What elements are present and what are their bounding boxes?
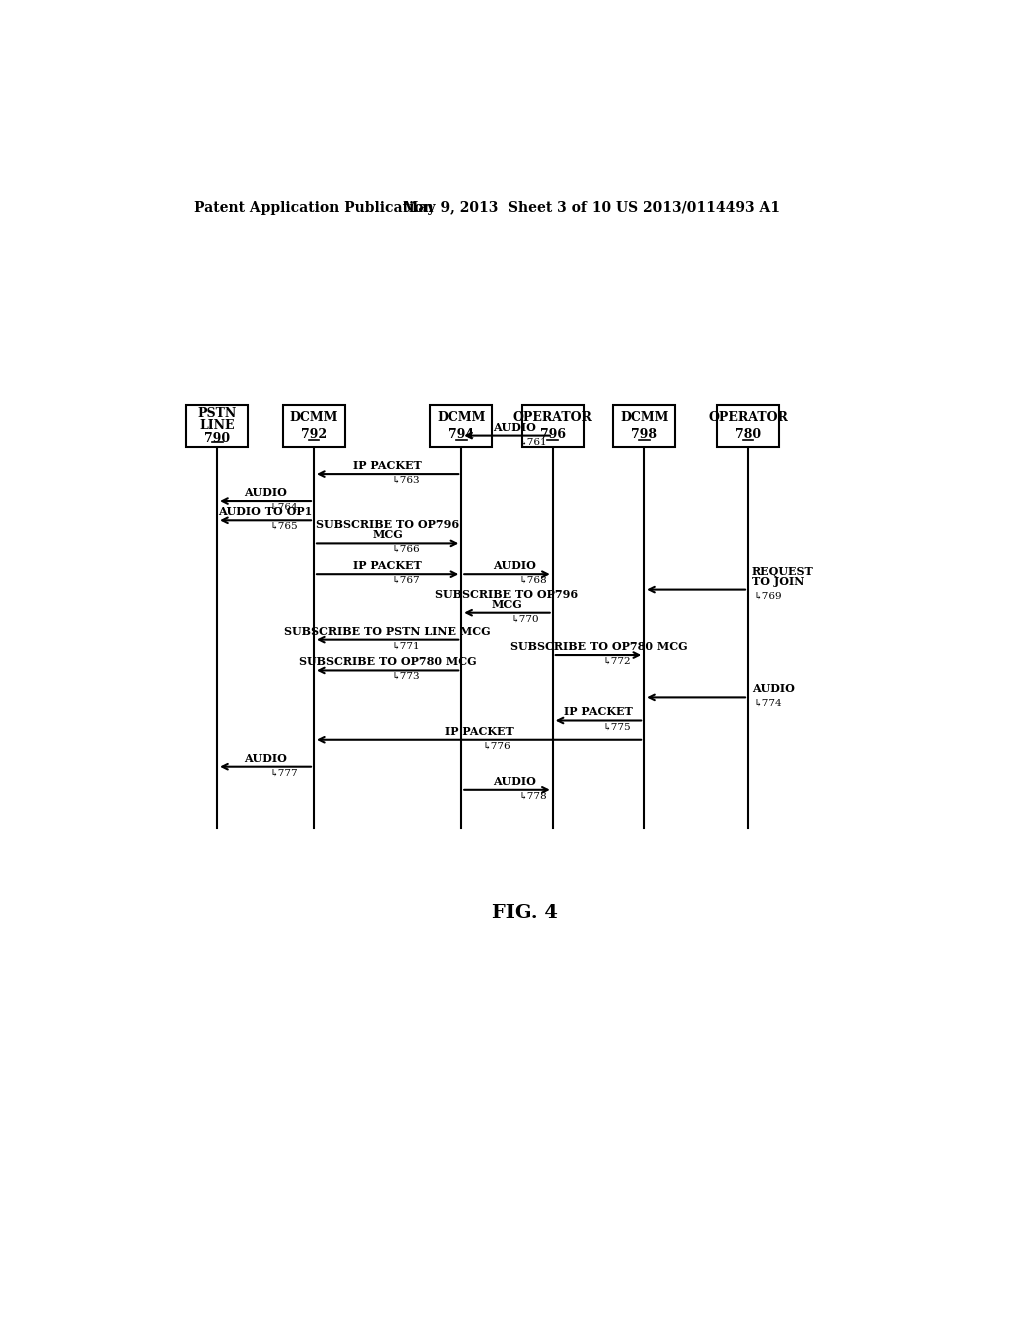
Text: LINE: LINE: [200, 420, 234, 433]
Text: 798: 798: [631, 428, 657, 441]
Text: AUDIO TO OP1: AUDIO TO OP1: [218, 507, 312, 517]
Text: 796: 796: [540, 428, 565, 441]
Text: TO JOIN: TO JOIN: [752, 576, 804, 586]
Text: 792: 792: [301, 428, 327, 441]
Text: ↳770: ↳770: [511, 614, 540, 623]
Text: ↳772: ↳772: [602, 656, 631, 665]
Text: SUBSCRIBE TO PSTN LINE MCG: SUBSCRIBE TO PSTN LINE MCG: [285, 626, 490, 636]
Bar: [613, 405, 675, 447]
Text: SUBSCRIBE TO OP796: SUBSCRIBE TO OP796: [316, 519, 459, 531]
Text: 794: 794: [449, 428, 474, 441]
Text: SUBSCRIBE TO OP780 MCG: SUBSCRIBE TO OP780 MCG: [299, 656, 476, 668]
Text: MCG: MCG: [373, 529, 403, 540]
Text: US 2013/0114493 A1: US 2013/0114493 A1: [616, 201, 780, 215]
Text: AUDIO: AUDIO: [752, 684, 795, 694]
Bar: [430, 405, 493, 447]
Text: REQUEST: REQUEST: [752, 565, 814, 577]
Text: ↳765: ↳765: [269, 521, 298, 531]
Text: AUDIO: AUDIO: [244, 487, 287, 498]
Bar: [521, 405, 584, 447]
Text: 790: 790: [204, 432, 230, 445]
Text: MCG: MCG: [492, 599, 522, 610]
Text: SUBSCRIBE TO OP780 MCG: SUBSCRIBE TO OP780 MCG: [510, 642, 687, 652]
Text: AUDIO: AUDIO: [494, 776, 537, 787]
Text: DCMM: DCMM: [290, 411, 338, 424]
Text: ↳773: ↳773: [391, 672, 420, 681]
Text: DCMM: DCMM: [437, 411, 485, 424]
Text: ↳776: ↳776: [483, 742, 512, 750]
Text: AUDIO: AUDIO: [494, 421, 537, 433]
Text: AUDIO: AUDIO: [494, 560, 537, 572]
Text: Sheet 3 of 10: Sheet 3 of 10: [508, 201, 611, 215]
Text: IP PACKET: IP PACKET: [353, 461, 422, 471]
Text: IP PACKET: IP PACKET: [564, 706, 633, 718]
Text: PSTN: PSTN: [198, 408, 237, 420]
Text: ↳774: ↳774: [754, 700, 782, 708]
Text: ↳777: ↳777: [269, 768, 298, 777]
Text: 780: 780: [735, 428, 761, 441]
Text: ↳771: ↳771: [391, 642, 420, 651]
Text: IP PACKET: IP PACKET: [444, 726, 513, 737]
Text: AUDIO: AUDIO: [244, 752, 287, 763]
Text: Patent Application Publication: Patent Application Publication: [194, 201, 433, 215]
Text: ↳764: ↳764: [269, 503, 298, 512]
Text: ↳769: ↳769: [754, 591, 782, 601]
Text: ↳768: ↳768: [518, 576, 547, 585]
Text: ↳778: ↳778: [518, 792, 547, 800]
Text: May 9, 2013: May 9, 2013: [403, 201, 499, 215]
Bar: [283, 405, 345, 447]
Text: SUBSCRIBE TO OP796: SUBSCRIBE TO OP796: [435, 589, 579, 599]
Text: DCMM: DCMM: [620, 411, 669, 424]
Text: ↳763: ↳763: [391, 475, 420, 484]
Bar: [717, 405, 779, 447]
Text: IP PACKET: IP PACKET: [353, 560, 422, 572]
Text: OPERATOR: OPERATOR: [513, 411, 593, 424]
Text: ↳767: ↳767: [391, 576, 420, 585]
Text: ↳775: ↳775: [602, 722, 631, 731]
Text: ↳761: ↳761: [518, 437, 547, 446]
Text: OPERATOR: OPERATOR: [708, 411, 787, 424]
Bar: [186, 405, 248, 447]
Text: ↳766: ↳766: [391, 545, 420, 554]
Text: FIG. 4: FIG. 4: [492, 904, 558, 921]
